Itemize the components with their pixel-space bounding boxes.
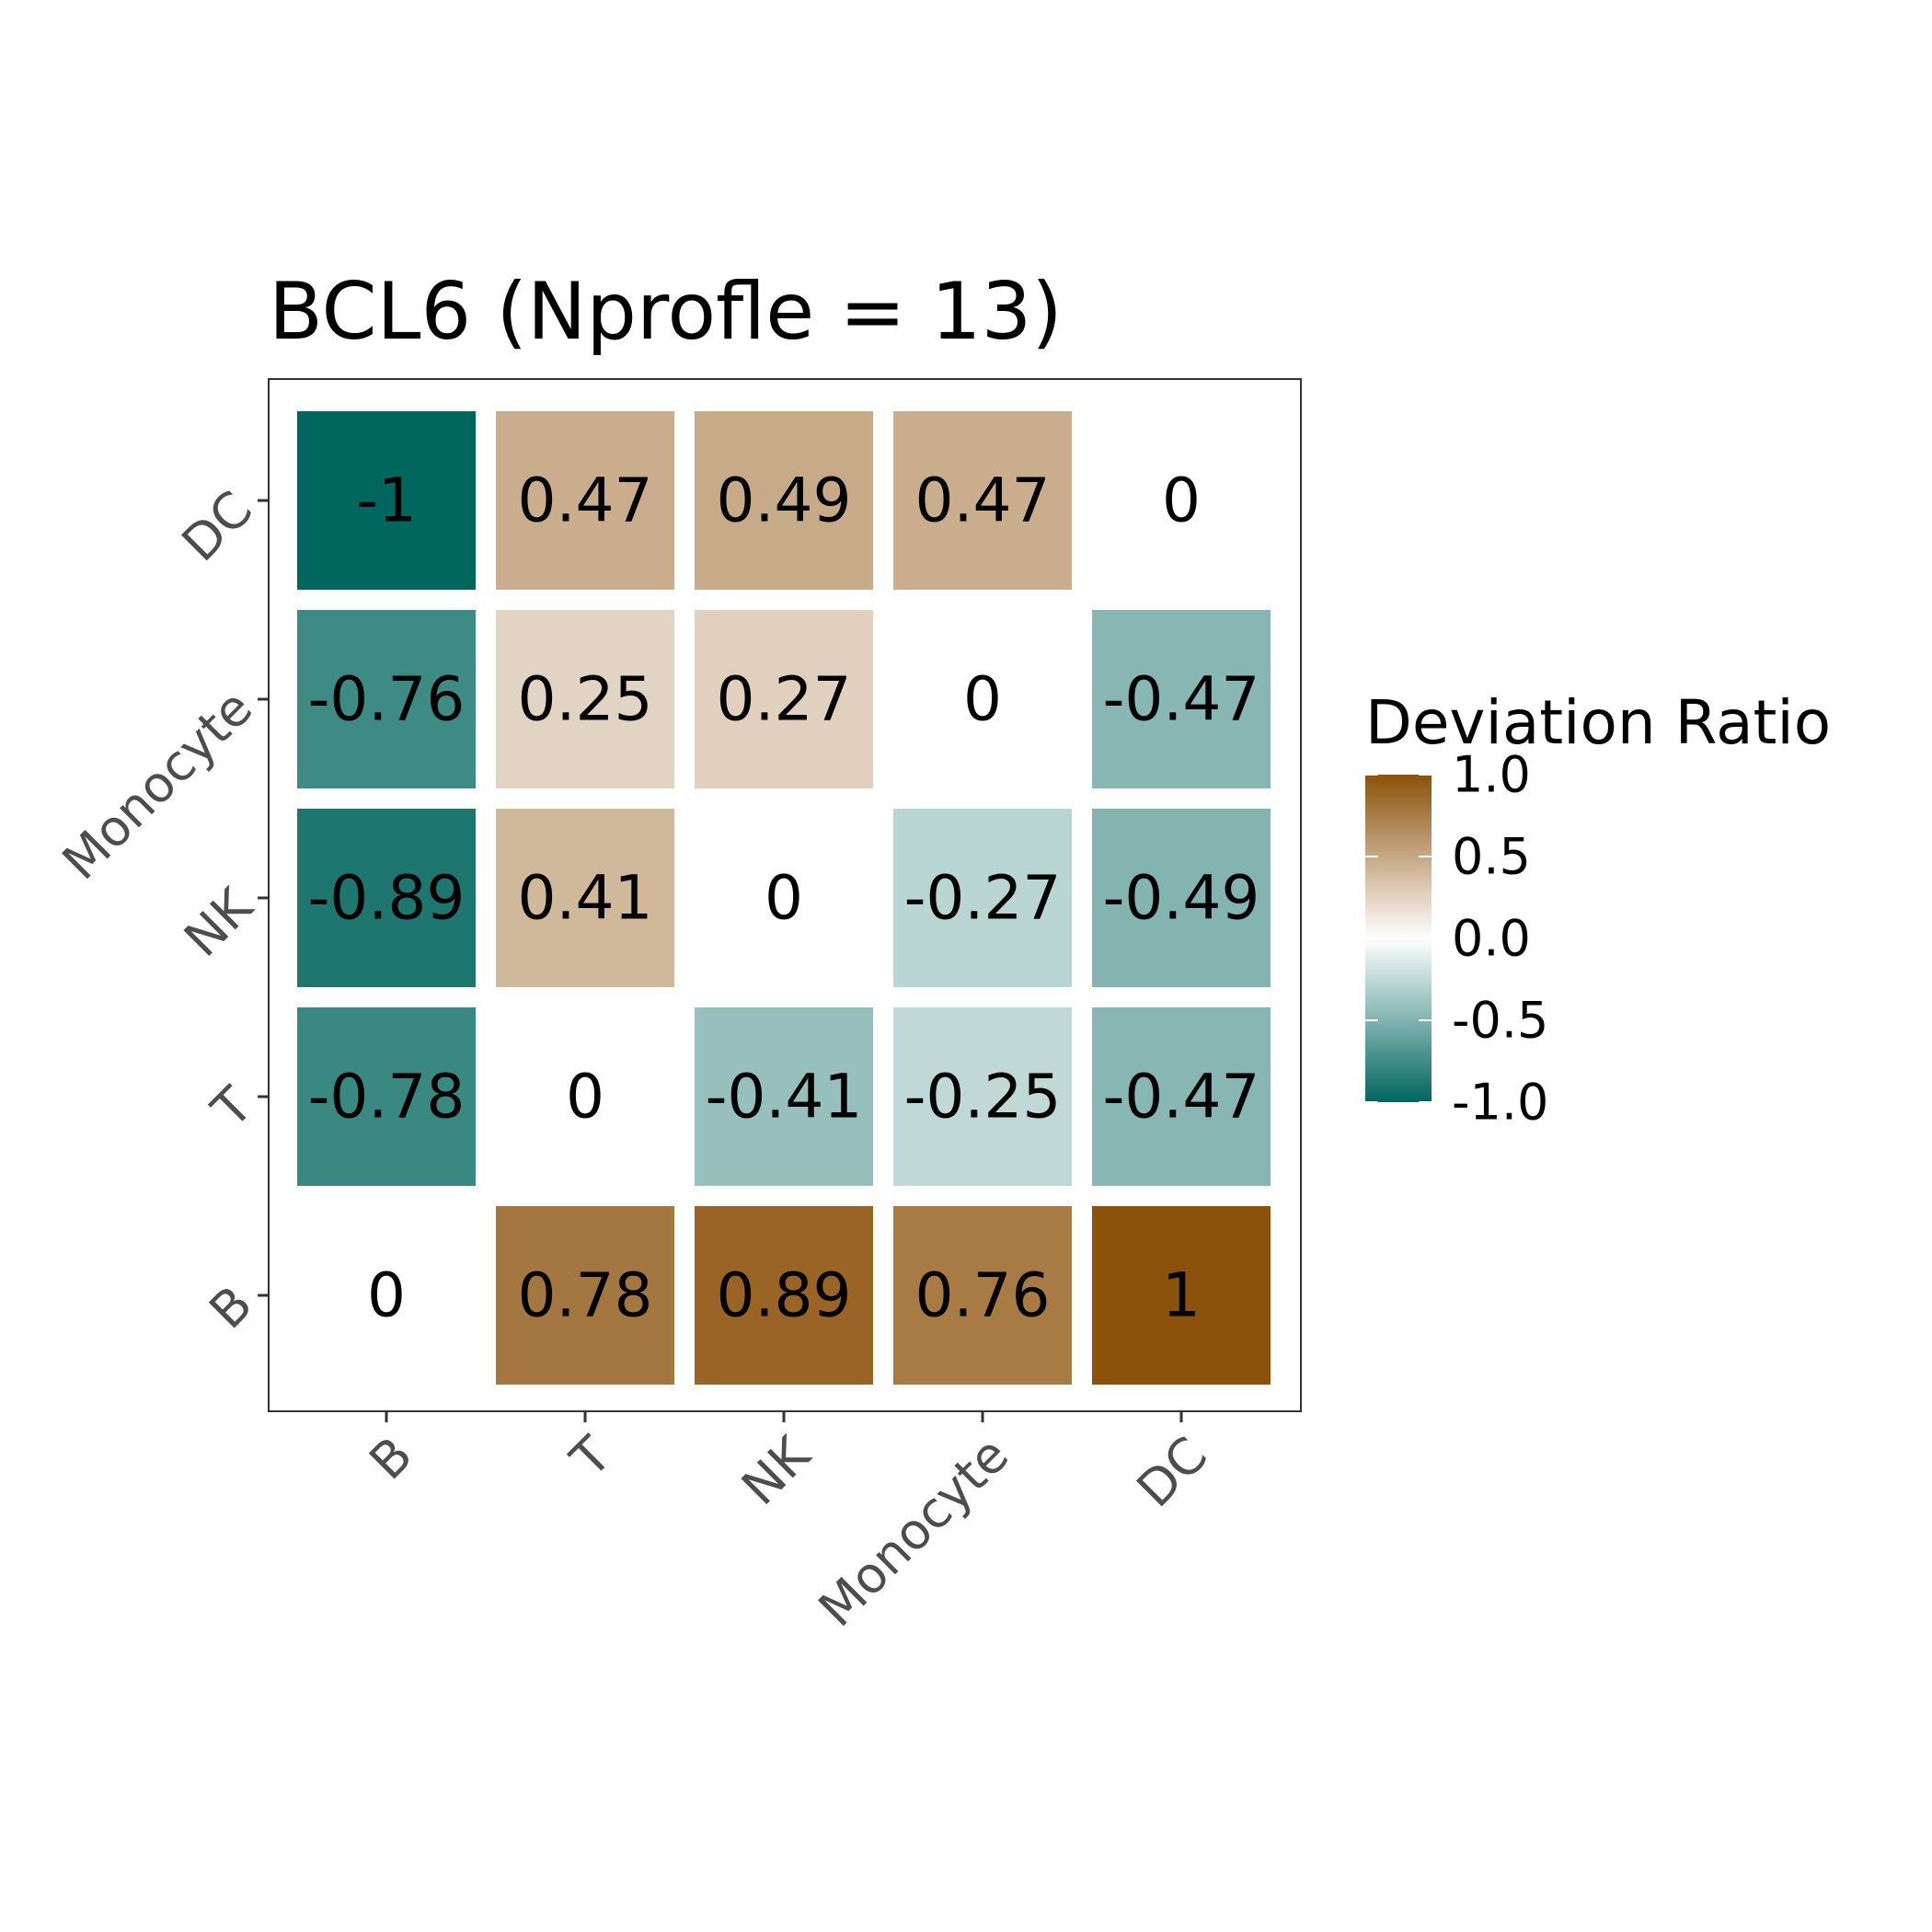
- heatmap-cell: -0.47: [1092, 610, 1271, 788]
- heatmap-cell: -0.76: [297, 610, 476, 788]
- heatmap-cell: 0.27: [695, 610, 873, 788]
- heatmap-cell: -0.78: [297, 1007, 476, 1186]
- heatmap-cell: 0: [1092, 411, 1271, 590]
- heatmap-cells: -1 0.47 0.49 0.47 0 -0.76 0.25 0.27 0 -0.47 -0.89 0…: [297, 411, 1271, 1385]
- heatmap-cell-label: -0.27: [904, 863, 1062, 934]
- heatmap-cell-label: 0: [963, 664, 1002, 735]
- heatmap-cell-tile: [1092, 411, 1271, 590]
- heatmap-cell-label: 0: [566, 1062, 604, 1133]
- heatmap-cell-label: 0.78: [518, 1260, 653, 1331]
- heatmap-cell-tile: [297, 809, 476, 987]
- heatmap-cell: -0.89: [297, 809, 476, 987]
- heatmap-cell-tile: [695, 1206, 873, 1385]
- heatmap-cell-label: 0: [1162, 466, 1201, 536]
- heatmap-cell-tile: [695, 809, 873, 987]
- heatmap-cell-label: -0.76: [308, 664, 466, 735]
- heatmap-cell-label: -1: [356, 466, 417, 536]
- x-axis-tick-label: NK: [730, 1425, 822, 1516]
- heatmap-cell-tile: [297, 411, 476, 590]
- heatmap-cell: -0.27: [893, 809, 1072, 987]
- legend-tick-label: 1.0: [1452, 746, 1531, 804]
- heatmap-cell-label: -0.47: [1103, 1062, 1260, 1133]
- heatmap-cell: 0: [297, 1206, 476, 1385]
- heatmap-cell-tile: [893, 411, 1072, 590]
- heatmap-cell-tile: [1092, 809, 1271, 987]
- heatmap-cell-label: 0: [765, 863, 803, 934]
- heatmap-cell: -0.47: [1092, 1007, 1271, 1186]
- heatmap-cell-label: 0.89: [717, 1260, 852, 1331]
- x-axis-tick-label: B: [359, 1426, 424, 1491]
- heatmap-cell: 0: [496, 1007, 674, 1186]
- heatmap-cell-label: 1: [1162, 1260, 1201, 1331]
- heatmap-cell-tile: [496, 610, 674, 788]
- heatmap-cell: 0.49: [695, 411, 873, 590]
- heatmap-cell-tile: [496, 411, 674, 590]
- y-axis-tick-label: Monocyte: [52, 679, 263, 891]
- heatmap-cell-tile: [297, 1206, 476, 1385]
- heatmap-cell: -0.49: [1092, 809, 1271, 987]
- x-axis-tick-label: T: [559, 1425, 623, 1489]
- heatmap-cell-label: 0.27: [717, 664, 852, 735]
- x-axis-tick-label: Monocyte: [808, 1426, 1019, 1638]
- legend-tick-label: -1.0: [1452, 1074, 1548, 1132]
- heatmap-cell-tile: [496, 809, 674, 987]
- heatmap-cell: -0.41: [695, 1007, 873, 1186]
- heatmap-cell-label: 0.41: [518, 863, 653, 934]
- heatmap-cell-tile: [893, 1206, 1072, 1385]
- heatmap-cell-tile: [695, 411, 873, 590]
- legend-tick-label: -0.5: [1452, 992, 1548, 1050]
- heatmap-cell-tile: [1092, 1007, 1271, 1186]
- heatmap-cell-tile: [1092, 610, 1271, 788]
- heatmap-cell-label: 0.25: [518, 664, 653, 735]
- chart-title: BCL6 (Nprofle = 13): [269, 266, 1063, 358]
- heatmap-cell: -1: [297, 411, 476, 590]
- legend-tick-label: 0.5: [1452, 828, 1531, 886]
- heatmap-cell-label: -0.41: [706, 1062, 863, 1133]
- heatmap-cell-tile: [297, 1007, 476, 1186]
- heatmap-cell-tile: [496, 1007, 674, 1186]
- heatmap-cell: 1: [1092, 1206, 1271, 1385]
- heatmap-cell: 0: [695, 809, 873, 987]
- heatmap-cell-tile: [496, 1206, 674, 1385]
- heatmap-cell-tile: [893, 809, 1072, 987]
- heatmap-cell-label: -0.78: [308, 1062, 466, 1133]
- heatmap-cell-label: 0.49: [717, 466, 852, 536]
- heatmap-cell: 0.41: [496, 809, 674, 987]
- heatmap-cell: -0.25: [893, 1007, 1072, 1186]
- heatmap-cell-tile: [893, 1007, 1072, 1186]
- x-axis-tick-label: DC: [1126, 1426, 1219, 1519]
- heatmap-cell-tile: [893, 610, 1072, 788]
- heatmap-cell: 0.89: [695, 1206, 873, 1385]
- heatmap-cell-label: -0.49: [1103, 863, 1260, 934]
- y-axis-tick-label: B: [199, 1275, 264, 1340]
- heatmap-cell-tile: [695, 610, 873, 788]
- heatmap-cell-tile: [695, 1007, 873, 1186]
- heatmap-cell: 0: [893, 610, 1072, 788]
- heatmap-cell: 0.47: [496, 411, 674, 590]
- heatmap-cell-label: 0.47: [518, 466, 653, 536]
- legend-ticks: 1.0 0.5 0.0 -0.5 -1.0: [1365, 746, 1548, 1132]
- heatmap-cell-label: -0.89: [308, 863, 466, 934]
- heatmap-cell: 0.78: [496, 1206, 674, 1385]
- heatmap-cell-tile: [1092, 1206, 1271, 1385]
- legend-title: Deviation Ratio: [1365, 687, 1831, 758]
- legend: Deviation Ratio 1.0 0.5 0.0 -0.5 -1.0: [1365, 687, 1831, 1132]
- heatmap-cell-label: -0.25: [904, 1062, 1062, 1133]
- heatmap-cell-tile: [297, 610, 476, 788]
- y-axis-tick-label: T: [201, 1075, 264, 1139]
- y-axis-tick-label: DC: [171, 480, 264, 573]
- heatmap-cell: 0.25: [496, 610, 674, 788]
- y-axis-tick-label: NK: [173, 877, 264, 968]
- heatmap-cell: 0.76: [893, 1206, 1072, 1385]
- heatmap-cell: 0.47: [893, 411, 1072, 590]
- heatmap-cell-label: -0.47: [1103, 664, 1260, 735]
- heatmap-cell-label: 0: [367, 1260, 406, 1331]
- legend-tick-label: 0.0: [1452, 910, 1531, 968]
- heatmap-cell-label: 0.47: [915, 466, 1051, 536]
- heatmap-cell-label: 0.76: [915, 1260, 1051, 1331]
